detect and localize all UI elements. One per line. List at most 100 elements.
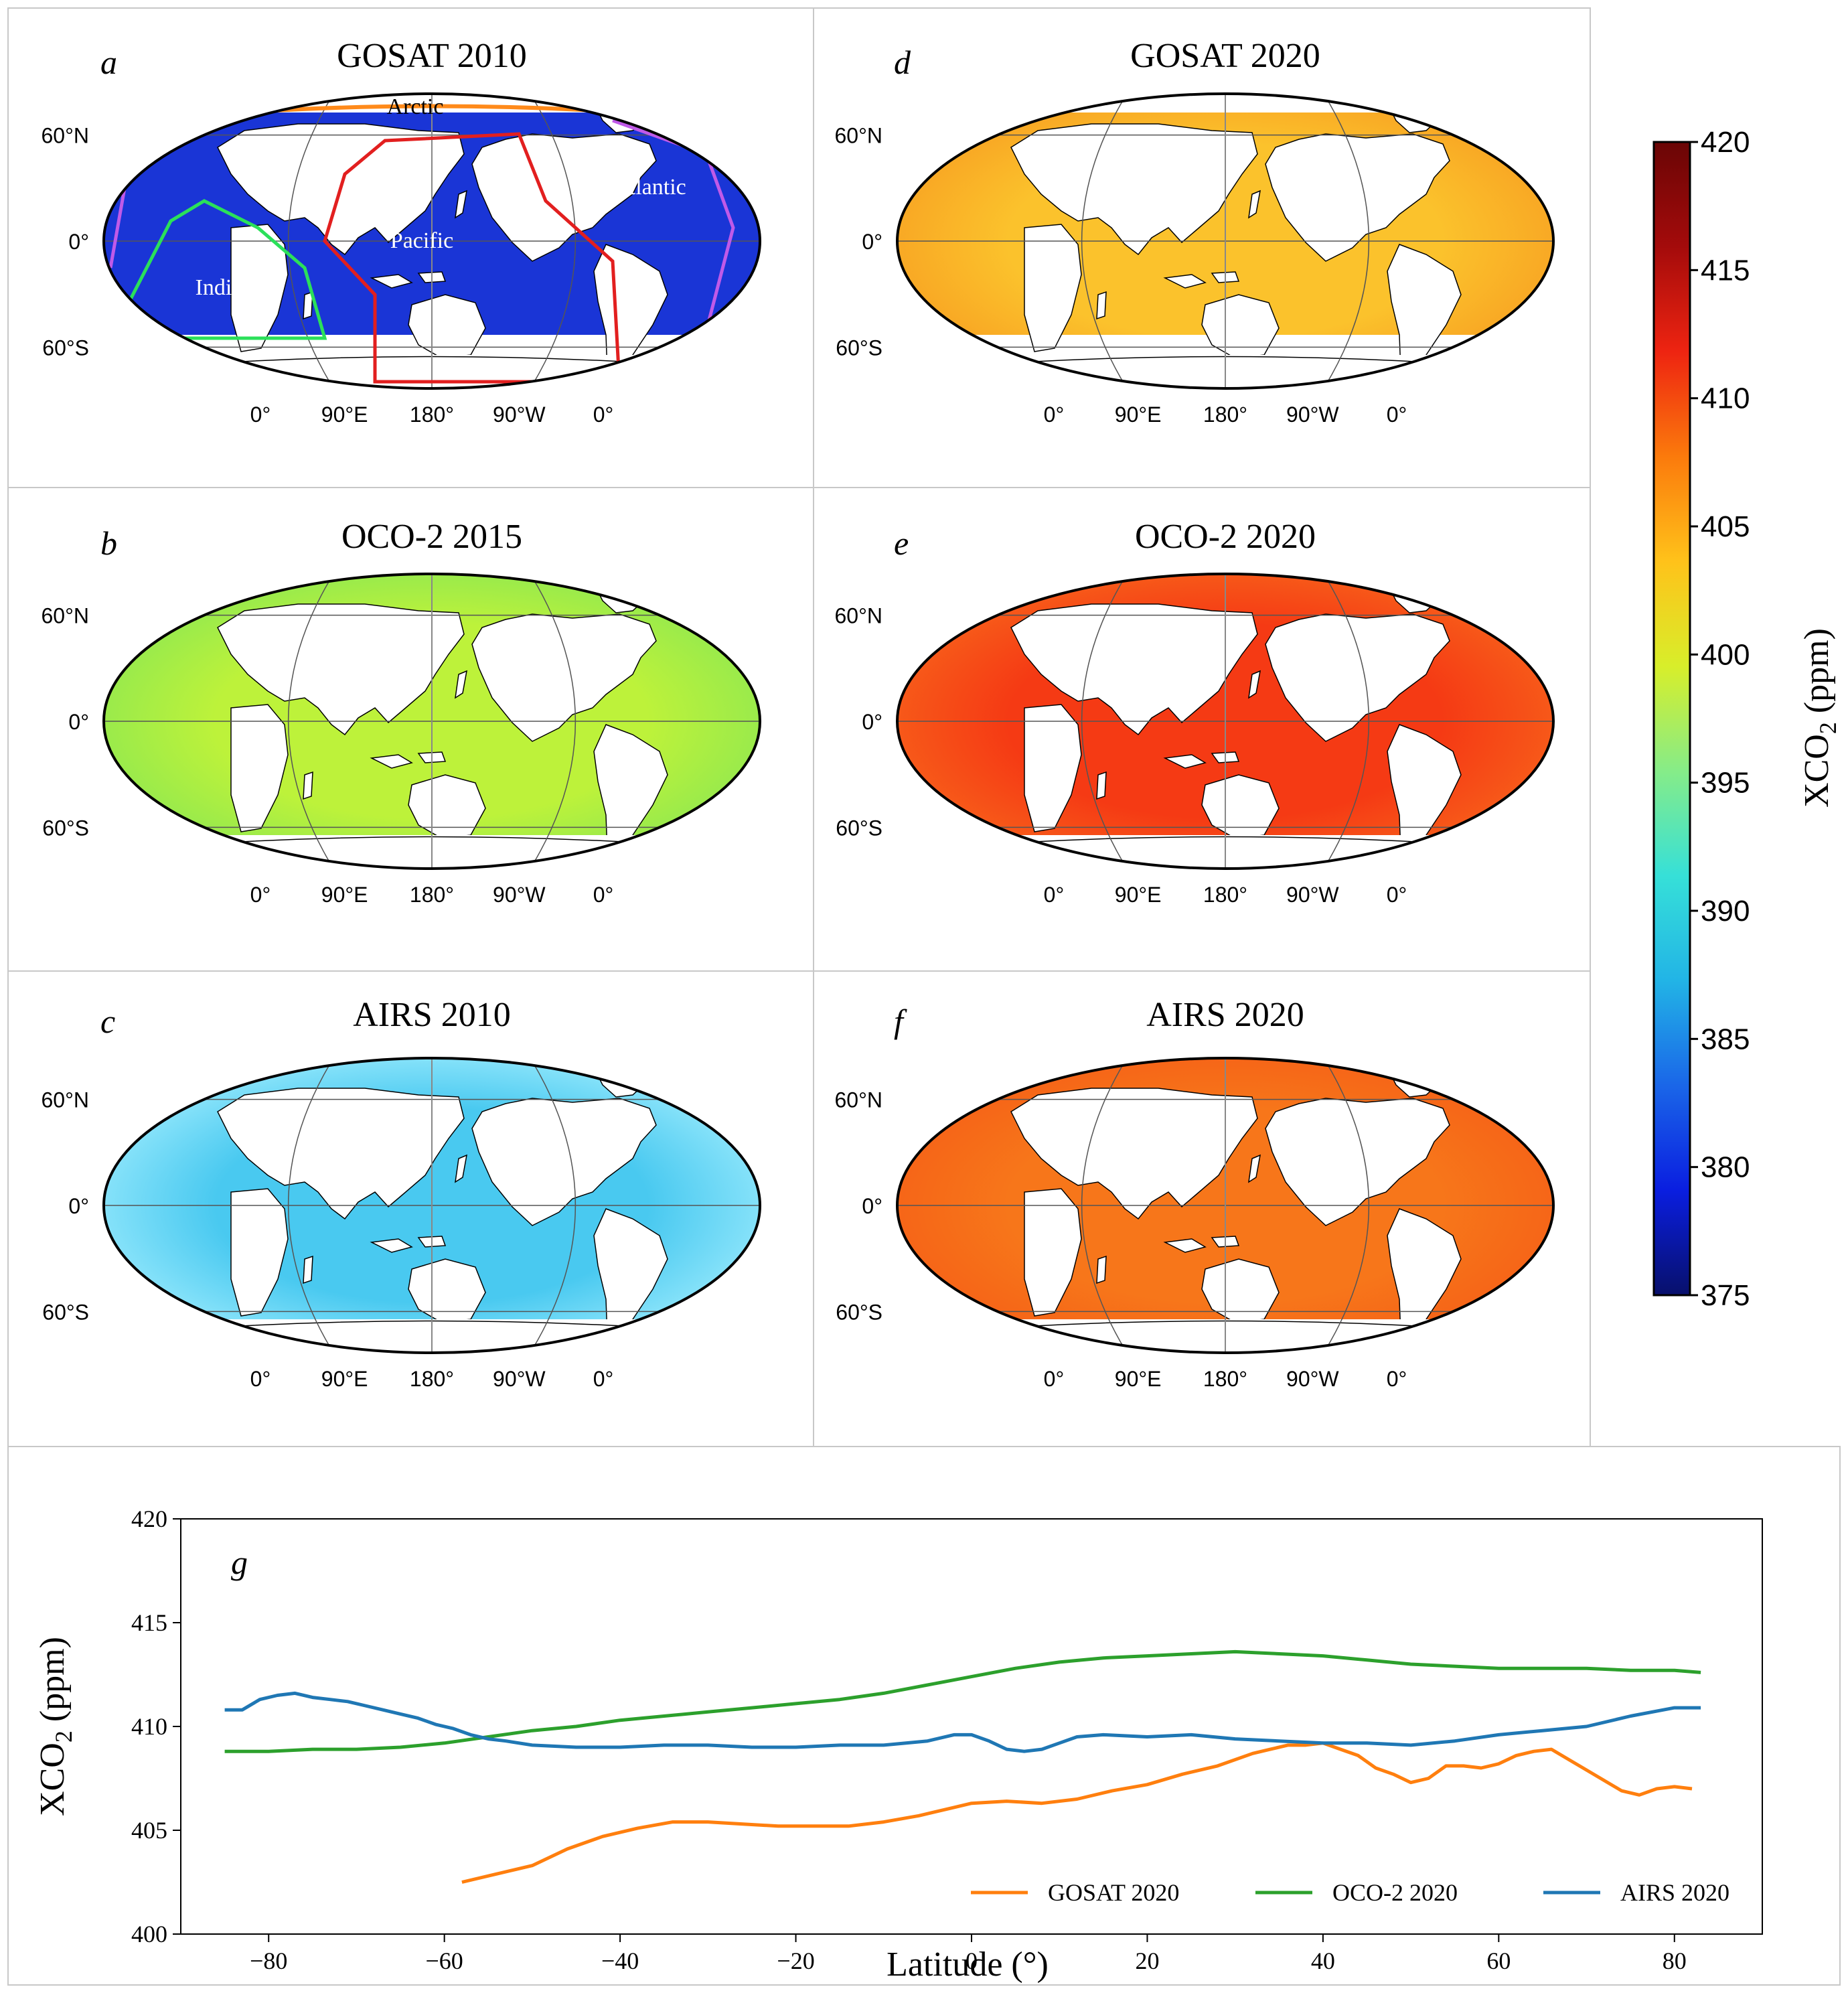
lon-tick-label: 0°: [250, 883, 271, 907]
map-panel-f: AIRS 2020 f 60°N 0° 60°S 0° 90°E 180° 90°W 0°: [835, 996, 1555, 1391]
lat-tick-label: 60°S: [42, 1300, 89, 1324]
y-tick-label: 410: [131, 1713, 167, 1740]
lon-tick-label: 0°: [1387, 1367, 1407, 1391]
x-tick-label: 40: [1311, 1947, 1335, 1974]
lon-tick-label: 180°: [1203, 883, 1247, 907]
map-outline: [896, 92, 1555, 390]
lon-tick-label: 90°E: [321, 1367, 368, 1391]
lat-tick-label: 60°N: [835, 1088, 883, 1112]
lon-tick-label: 180°: [410, 883, 454, 907]
colorbar-tick-label: 405: [1701, 510, 1750, 543]
y-tick-label: 420: [131, 1505, 167, 1532]
x-axis-label: Latitude (°): [887, 1945, 1049, 1984]
colorbar-tick-label: 380: [1701, 1151, 1750, 1184]
colorbar-tick-label: 420: [1701, 126, 1750, 159]
lon-tick-label: 0°: [1044, 402, 1065, 427]
map-title: GOSAT 2010: [337, 37, 527, 75]
lon-tick-label: 0°: [250, 402, 271, 427]
legend-label: AIRS 2020: [1620, 1879, 1729, 1906]
lon-tick-label: 90°E: [321, 883, 368, 907]
lon-tick-label: 90°W: [1286, 402, 1339, 427]
x-tick-label: 20: [1135, 1947, 1159, 1974]
lat-tick-label: 0°: [862, 1194, 882, 1218]
lon-tick-label: 0°: [593, 883, 614, 907]
lat-tick-label: 60°N: [835, 124, 883, 148]
lon-tick-label: 90°W: [493, 402, 546, 427]
plot-area: [180, 1518, 1763, 1935]
series-line-oco-2-2020: [224, 1649, 1701, 1753]
ocean-label: Pacific: [390, 228, 453, 253]
x-tick-label: −40: [601, 1947, 639, 1974]
lat-tick-label: 0°: [68, 230, 89, 254]
panel-label: a: [100, 44, 117, 81]
series-line-gosat-2020: [461, 1741, 1693, 1884]
panel-label: b: [100, 524, 117, 562]
map-outline: [102, 92, 761, 390]
lon-tick-label: 90°E: [321, 402, 368, 427]
lat-tick-label: 0°: [862, 710, 882, 734]
panel-label: d: [894, 44, 911, 81]
colorbar-tick-label: 385: [1701, 1023, 1750, 1055]
map-outline: [102, 1057, 761, 1354]
panel-grid: [7, 7, 1841, 1986]
colorbar-tick-label: 375: [1701, 1279, 1750, 1312]
indian-outline: [107, 199, 327, 340]
x-tick-label: −80: [250, 1947, 287, 1974]
lon-tick-label: 90°E: [1115, 402, 1162, 427]
x-tick-label: −20: [777, 1947, 814, 1974]
map-outline: [102, 573, 761, 870]
lat-tick-label: 60°N: [42, 124, 90, 148]
y-axis-label: XCO2 (ppm): [33, 1637, 77, 1816]
colorbar-tick-label: 395: [1701, 767, 1750, 800]
lat-tick-label: 60°S: [42, 336, 89, 360]
map-panel-c: AIRS 2010 c 60°N 0° 60°S 0° 90°E 180° 90°W 0°: [42, 996, 761, 1391]
colorbar: 420 415 410 405 400 395 390 385 380 375 XCO2 (ppm…: [1652, 126, 1841, 1312]
lon-tick-label: 90°E: [1115, 1367, 1162, 1391]
colorbar-label: XCO2 (ppm): [1798, 628, 1841, 808]
lat-tick-label: 60°N: [42, 1088, 90, 1112]
panel-label: e: [894, 524, 909, 562]
lon-tick-label: 90°W: [1286, 883, 1339, 907]
y-tick-label: 400: [131, 1921, 167, 1947]
ocean-label: Arctic: [387, 94, 444, 119]
colorbar-tick-label: 415: [1701, 254, 1750, 287]
lon-tick-label: 180°: [1203, 1367, 1247, 1391]
lon-tick-label: 180°: [1203, 402, 1247, 427]
lon-tick-label: 0°: [1044, 883, 1065, 907]
lon-tick-label: 0°: [1387, 883, 1407, 907]
lon-tick-label: 0°: [593, 1367, 614, 1391]
colorbar-tick-label: 410: [1701, 382, 1750, 415]
y-tick-label: 415: [131, 1609, 167, 1636]
map-title: AIRS 2010: [353, 996, 510, 1034]
ocean-label: Indian: [196, 275, 254, 300]
ocean-label: Atlantic: [613, 175, 686, 200]
lat-tick-label: 0°: [68, 710, 89, 734]
colorbar-tick-label: 400: [1701, 638, 1750, 671]
lat-tick-label: 60°S: [836, 336, 882, 360]
lat-tick-label: 60°N: [42, 604, 90, 628]
lon-tick-label: 90°W: [493, 883, 546, 907]
panel-label: c: [100, 1003, 115, 1040]
lon-tick-label: 90°E: [1115, 883, 1162, 907]
lon-tick-label: 90°W: [493, 1367, 546, 1391]
lon-tick-label: 0°: [250, 1367, 271, 1391]
lat-tick-label: 60°S: [836, 816, 882, 840]
lon-tick-label: 90°W: [1286, 1367, 1339, 1391]
lat-tick-label: 60°N: [835, 604, 883, 628]
lon-tick-label: 0°: [1387, 402, 1407, 427]
lon-tick-label: 0°: [593, 402, 614, 427]
lon-tick-label: 180°: [410, 1367, 454, 1391]
panel-label: f: [894, 1003, 907, 1040]
lon-tick-label: 0°: [1044, 1367, 1065, 1391]
map-title: OCO-2 2015: [341, 518, 522, 556]
colorbar-tick-label: 390: [1701, 895, 1750, 928]
map-title: AIRS 2020: [1146, 996, 1304, 1034]
map-title: GOSAT 2020: [1130, 37, 1320, 75]
colorbar-ramp: [1652, 141, 1691, 1297]
legend-label: GOSAT 2020: [1048, 1879, 1179, 1906]
panel-label-g: g: [231, 1544, 248, 1581]
lat-tick-label: 0°: [68, 1194, 89, 1218]
x-tick-label: −60: [426, 1947, 463, 1974]
